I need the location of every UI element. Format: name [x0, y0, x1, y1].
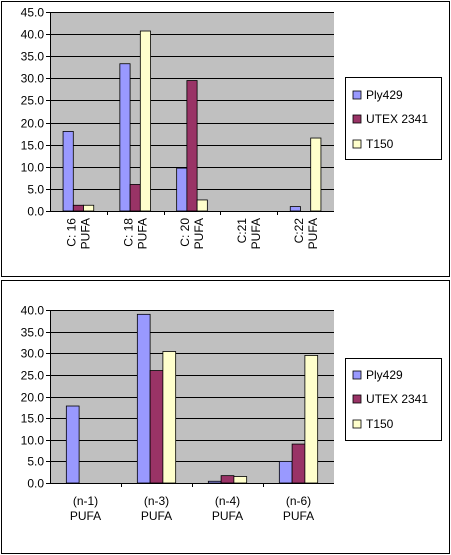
bar-ply429 [176, 167, 188, 212]
x-category-label: PUFA [306, 218, 320, 249]
legend-swatch [352, 114, 362, 124]
plot-area [50, 310, 334, 483]
y-tick-label: 15.0 [21, 412, 45, 426]
bar-utex-2341 [149, 370, 164, 484]
x-category-label: (n-6) [286, 494, 311, 508]
x-category-label: PUFA [141, 509, 172, 523]
chart-1: 0.0 5.0 10.0 15.0 20.0 25.0 30.0 35.0 40.0 45.0 C:… [1, 1, 450, 277]
legend-swatch [352, 90, 362, 100]
bar-ply429 [65, 405, 80, 484]
legend-swatch [352, 394, 362, 404]
bar-t150 [233, 476, 248, 484]
y-tick-label: 10.0 [21, 161, 45, 175]
legend-box [345, 358, 442, 441]
y-tick-label: 35.0 [21, 50, 45, 64]
x-category-label: PUFA [249, 218, 263, 249]
bar-utex-2341 [220, 475, 235, 484]
x-category-label: PUFA [135, 218, 149, 249]
x-category-label: C: 18 [121, 218, 135, 247]
x-category-label: C: 16 [65, 218, 79, 247]
x-category-label: PUFA [212, 509, 243, 523]
bar-t150 [310, 137, 322, 212]
y-tick-label: 45.0 [21, 6, 45, 20]
bar-ply429 [62, 130, 74, 212]
legend-box [345, 77, 442, 160]
bar-ply429 [278, 460, 293, 484]
legend-label: UTEX 2341 [366, 112, 428, 126]
x-category-label: PUFA [79, 218, 93, 249]
bar-t150 [83, 204, 95, 212]
legend-label: UTEX 2341 [366, 392, 428, 406]
x-category-label: (n-3) [144, 494, 169, 508]
bar-utex-2341 [186, 80, 198, 212]
x-category-label: PUFA [70, 509, 101, 523]
bar-ply429 [207, 480, 222, 484]
bar-t150 [304, 355, 319, 484]
y-tick-label: 10.0 [21, 434, 45, 448]
y-tick-label: 20.0 [21, 117, 45, 131]
x-category-label: C:22 [292, 218, 306, 244]
legend-label: Ply429 [366, 88, 403, 102]
bar-ply429 [289, 206, 301, 212]
y-tick-label: 25.0 [21, 94, 45, 108]
legend-label: T150 [366, 417, 394, 431]
bar-t150 [162, 351, 177, 484]
y-tick-label: 40.0 [21, 28, 45, 42]
bar-t150 [139, 30, 151, 212]
legend-swatch [352, 139, 362, 149]
legend-label: Ply429 [366, 368, 403, 382]
x-category-label: PUFA [192, 218, 206, 249]
chart-2: 0.05.010.015.020.025.030.035.040.0(n-1)P… [1, 280, 450, 554]
y-tick-label: 30.0 [21, 72, 45, 86]
y-tick-label: 5.0 [27, 455, 44, 469]
y-tick-label: 5.0 [27, 183, 44, 197]
y-tick-label: 20.0 [21, 391, 45, 405]
legend-swatch [352, 370, 362, 380]
x-category-label: C:21 [235, 218, 249, 244]
y-tick-label: 0.0 [27, 205, 44, 219]
bar-utex-2341 [291, 443, 306, 484]
y-tick-label: 25.0 [21, 369, 45, 383]
legend-swatch [352, 419, 362, 429]
bar-ply429 [119, 63, 131, 212]
x-category-label: (n-4) [215, 494, 240, 508]
bar-t150 [196, 199, 208, 212]
x-category-label: PUFA [283, 509, 314, 523]
bar-ply429 [136, 313, 151, 484]
x-category-label: (n-1) [73, 494, 98, 508]
y-tick-label: 40.0 [21, 304, 45, 318]
y-tick-label: 35.0 [21, 326, 45, 340]
bar-utex-2341 [129, 184, 141, 212]
x-category-label: C: 20 [178, 218, 192, 247]
y-tick-label: 15.0 [21, 139, 45, 153]
y-tick-label: 0.0 [27, 477, 44, 491]
bar-utex-2341 [72, 204, 84, 212]
y-tick-label: 30.0 [21, 347, 45, 361]
legend-label: T150 [366, 137, 394, 151]
